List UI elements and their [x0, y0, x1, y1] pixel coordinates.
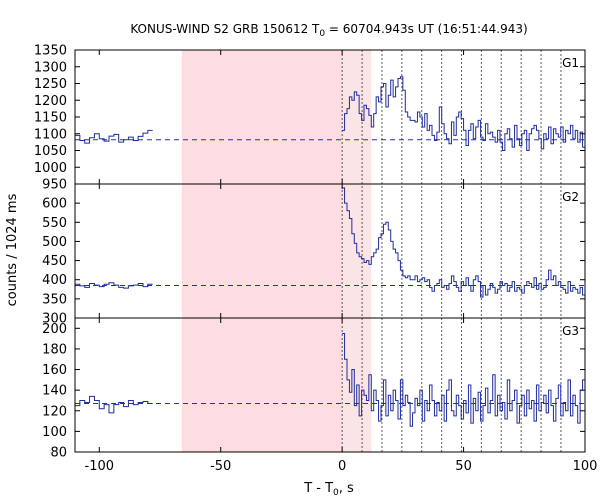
xtick-label-0: -100 [85, 459, 115, 474]
xtick-label-1: -50 [210, 459, 231, 474]
xlabel-rest: , s [339, 481, 354, 496]
lightcurve-series-G3 [342, 332, 585, 427]
ytick-label-G3-0: 80 [50, 446, 67, 461]
shading-layer [181, 50, 372, 452]
background-series-G3 [75, 395, 153, 414]
background-series-G2 [75, 282, 153, 289]
ytick-label-G3-6: 200 [42, 322, 67, 337]
lightcurve-series-G1 [342, 76, 585, 151]
title-rest: = 60704.943s UT (16:51:44.943) [325, 22, 528, 36]
ytick-label-G1-1: 1000 [34, 161, 67, 176]
ytick-label-G1-5: 1200 [34, 94, 67, 109]
ytick-label-G2-2: 400 [42, 273, 67, 288]
lightcurve-series-G2 [342, 187, 585, 298]
ytick-label-G2-5: 550 [42, 216, 67, 231]
x-axis-label: T - T0, s [303, 481, 354, 498]
ytick-label-G1-4: 1150 [34, 111, 67, 126]
ytick-label-G2-1: 350 [42, 292, 67, 307]
ytick-label-G1-0: 950 [42, 178, 67, 193]
panel-frame-G3 [74, 317, 586, 453]
ytick-label-G1-6: 1250 [34, 77, 67, 92]
shaded-interval [181, 50, 343, 452]
ytick-label-G2-6: 600 [42, 197, 67, 212]
ytick-label-G3-5: 180 [42, 342, 67, 357]
chart-title: KONUS-WIND S2 GRB 150612 T0 = 60704.943s… [130, 22, 527, 39]
ytick-label-G2-0: 300 [42, 312, 67, 327]
xlabel-subscript: 0 [333, 488, 339, 498]
title-subscript: 0 [319, 29, 325, 39]
panel-label-G2: G2 [562, 190, 579, 204]
ytick-label-G1-8: 1350 [34, 44, 67, 59]
ytick-label-G3-2: 120 [42, 404, 67, 419]
x-tick-labels: -100 -50 0 50 100 [85, 459, 598, 474]
time-marker-lines [341, 50, 562, 452]
xtick-label-2: 0 [338, 459, 346, 474]
background-series-G1 [75, 129, 153, 144]
xtick-label-3: 50 [455, 459, 472, 474]
panels-layer: 95010001050110011501200125013001350G1300… [34, 44, 598, 475]
ytick-label-G1-2: 1050 [34, 144, 67, 159]
ytick-label-G3-1: 100 [42, 425, 67, 440]
ytick-label-G1-3: 1100 [34, 127, 67, 142]
ytick-label-G3-3: 140 [42, 384, 67, 399]
panel-G3: 80 100 120 140 160 180 200 G3 [42, 317, 586, 461]
ytick-label-G2-3: 450 [42, 254, 67, 269]
ytick-label-G2-4: 500 [42, 235, 67, 250]
panel-label-G3: G3 [562, 324, 579, 338]
xlabel-main: T - T [303, 481, 333, 496]
xtick-label-4: 100 [573, 459, 598, 474]
ytick-label-G3-4: 160 [42, 363, 67, 378]
title-main: KONUS-WIND S2 GRB 150612 T [130, 22, 320, 36]
y-axis-label: counts / 1024 ms [5, 193, 20, 306]
panel-label-G1: G1 [562, 56, 579, 70]
ytick-label-G1-7: 1300 [34, 60, 67, 75]
